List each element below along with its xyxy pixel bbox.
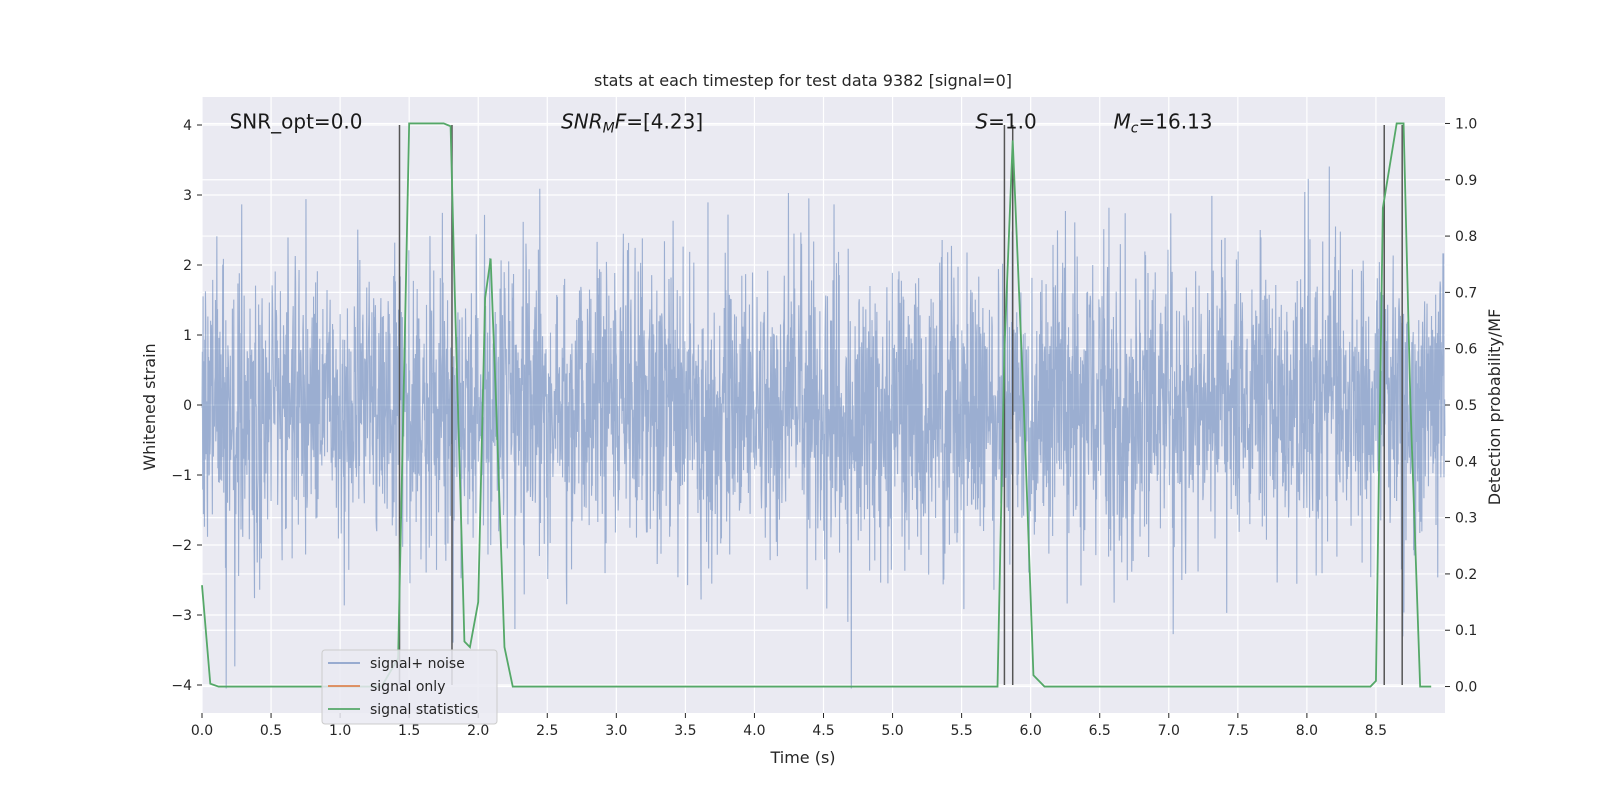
x-tick-label-7: 3.5 — [674, 723, 696, 739]
x-axis-label: Time (s) — [769, 748, 835, 767]
y-right-tick-label-8: 0.2 — [1455, 567, 1477, 583]
x-tick-label-16: 8.0 — [1296, 723, 1318, 739]
annotation-snr-mf: SNRMF=[4.23] — [561, 110, 703, 137]
x-tick-label-17: 8.5 — [1365, 723, 1387, 739]
x-tick-label-14: 7.0 — [1158, 723, 1180, 739]
x-tick-label-15: 7.5 — [1227, 723, 1249, 739]
legend-box — [321, 649, 498, 725]
x-tick-label-4: 2.0 — [467, 723, 489, 739]
x-tick-label-10: 5.0 — [881, 723, 903, 739]
x-axis-ticks: 0.0 0.5 1.0 1.5 2.0 2.5 3.0 3.5 4.0 4.5 5.0 5.5 6.0 6… — [191, 713, 1387, 739]
y-tick-label-8: −4 — [171, 678, 192, 694]
x-tick-label-0: 0.0 — [191, 723, 213, 739]
annotations: SNR_opt=0.0 SNRMF=[4.23] S=1.0 Mc=16.13 — [230, 110, 1213, 137]
x-tick-label-1: 0.5 — [260, 723, 282, 739]
x-tick-label-11: 5.5 — [950, 723, 972, 739]
legend-label-signal-statistics: signal statistics — [370, 702, 478, 718]
y-right-tick-label-1: 0.9 — [1455, 173, 1477, 189]
x-tick-label-8: 4.0 — [743, 723, 765, 739]
statistics-line — [201, 122, 1432, 688]
vertical-markers — [398, 125, 1403, 685]
y-axis-label-right: Detection probability/MF — [1485, 309, 1504, 506]
y-tick-label-5: −1 — [171, 468, 192, 484]
x-tick-label-2: 1.0 — [329, 723, 351, 739]
annotation-s-value: S=1.0 — [975, 110, 1036, 134]
x-tick-label-12: 6.0 — [1020, 723, 1042, 739]
y-right-tick-label-6: 0.4 — [1455, 454, 1477, 470]
chart-title: stats at each timestep for test data 938… — [594, 71, 1012, 90]
y-right-tick-label-0: 1.0 — [1455, 116, 1477, 132]
series-signal-plus-noise — [201, 166, 1446, 689]
x-tick-label-5: 2.5 — [536, 723, 558, 739]
y-tick-label-3: 1 — [183, 328, 192, 344]
x-tick-label-9: 4.5 — [812, 723, 834, 739]
y-axis-ticks-right: 1.0 0.9 0.8 0.7 0.6 0.5 0.4 0.3 0.2 0.1 0.0 — [1445, 116, 1477, 696]
y-right-tick-label-10: 0.0 — [1455, 680, 1477, 696]
y-right-tick-label-5: 0.5 — [1455, 398, 1477, 414]
y-axis-label-left: Whitened strain — [140, 343, 159, 470]
annotation-snr-opt: SNR_opt=0.0 — [230, 110, 363, 134]
y-tick-label-6: −2 — [171, 538, 192, 554]
y-tick-label-1: 3 — [183, 188, 192, 204]
y-right-tick-label-9: 0.1 — [1455, 623, 1477, 639]
y-tick-label-4: 0 — [183, 398, 192, 414]
y-right-tick-label-2: 0.8 — [1455, 229, 1477, 245]
noise-trace — [201, 166, 1446, 689]
y-right-tick-label-4: 0.6 — [1455, 342, 1477, 358]
x-tick-label-6: 3.0 — [605, 723, 627, 739]
x-tick-label-3: 1.5 — [398, 723, 420, 739]
legend-label-signal-only: signal only — [370, 679, 445, 695]
y-tick-label-2: 2 — [183, 258, 192, 274]
annotation-chirp-mass: Mc=16.13 — [1114, 110, 1213, 137]
legend-label-signal-plus-noise: signal+ noise — [370, 656, 465, 672]
x-tick-label-13: 6.5 — [1089, 723, 1111, 739]
y-right-tick-label-7: 0.3 — [1455, 511, 1477, 527]
legend: signal+ noise signal only signal statist… — [321, 649, 498, 725]
y-tick-label-7: −3 — [171, 608, 192, 624]
y-right-tick-label-3: 0.7 — [1455, 285, 1477, 301]
y-tick-label-0: 4 — [183, 118, 192, 134]
series-signal-statistics — [201, 122, 1432, 688]
y-axis-ticks-left: 4 3 2 1 0 −1 −2 −3 −4 — [171, 118, 202, 694]
